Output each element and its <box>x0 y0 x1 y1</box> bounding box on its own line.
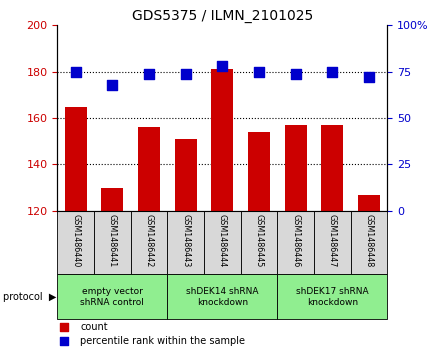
Bar <box>65 106 87 211</box>
Bar <box>138 127 160 211</box>
Text: GSM1486445: GSM1486445 <box>254 214 264 267</box>
Text: GSM1486443: GSM1486443 <box>181 214 190 267</box>
Bar <box>167 211 204 274</box>
Bar <box>277 274 387 319</box>
Text: count: count <box>81 322 108 332</box>
Point <box>182 71 189 77</box>
Point <box>255 69 262 75</box>
Bar <box>358 195 380 211</box>
Bar <box>321 125 343 211</box>
Text: GSM1486440: GSM1486440 <box>71 214 80 267</box>
Text: empty vector
shRNA control: empty vector shRNA control <box>80 287 144 306</box>
Text: shDEK14 shRNA
knockdown: shDEK14 shRNA knockdown <box>186 287 258 306</box>
Point <box>365 74 372 80</box>
Text: protocol  ▶: protocol ▶ <box>3 292 56 302</box>
Bar <box>277 211 314 274</box>
Text: GSM1486446: GSM1486446 <box>291 214 300 267</box>
Text: GSM1486444: GSM1486444 <box>218 214 227 267</box>
Text: shDEK17 shRNA
knockdown: shDEK17 shRNA knockdown <box>296 287 369 306</box>
Point <box>72 69 79 75</box>
Bar <box>285 125 307 211</box>
Bar <box>57 274 167 319</box>
Point <box>60 324 67 330</box>
Text: GSM1486442: GSM1486442 <box>144 214 154 267</box>
Text: GSM1486447: GSM1486447 <box>328 214 337 267</box>
Bar <box>57 211 94 274</box>
Bar <box>94 211 131 274</box>
Bar <box>248 132 270 211</box>
Point <box>329 69 336 75</box>
Bar <box>167 274 277 319</box>
Text: GSM1486448: GSM1486448 <box>364 214 374 267</box>
Bar <box>241 211 277 274</box>
Bar <box>175 139 197 211</box>
Point <box>60 338 67 344</box>
Bar <box>101 188 123 211</box>
Bar <box>351 211 387 274</box>
Bar <box>211 69 233 211</box>
Point <box>109 82 116 87</box>
Point <box>145 71 152 77</box>
Bar <box>314 211 351 274</box>
Title: GDS5375 / ILMN_2101025: GDS5375 / ILMN_2101025 <box>132 9 313 23</box>
Text: GSM1486441: GSM1486441 <box>108 214 117 267</box>
Bar <box>204 211 241 274</box>
Bar <box>131 211 167 274</box>
Point <box>219 63 226 69</box>
Point <box>292 71 299 77</box>
Text: percentile rank within the sample: percentile rank within the sample <box>81 336 246 346</box>
